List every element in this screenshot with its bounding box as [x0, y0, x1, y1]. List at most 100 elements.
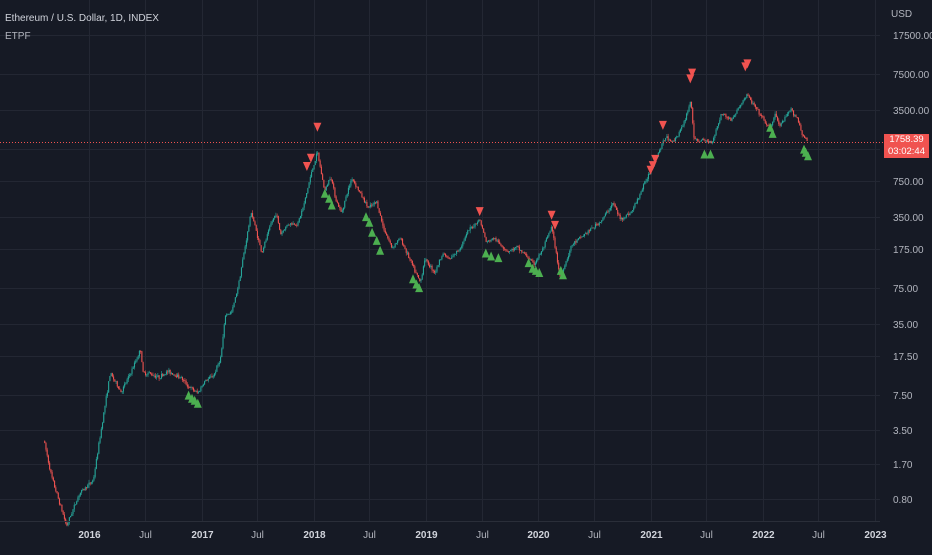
- candle-body: [94, 468, 96, 477]
- candle-body: [95, 458, 97, 469]
- candle-body: [119, 388, 121, 390]
- candle-body: [345, 196, 347, 201]
- candle-body: [184, 380, 186, 381]
- candle-body: [639, 194, 641, 199]
- candle-body: [457, 250, 459, 252]
- candle-body: [218, 362, 220, 365]
- buy-signal-marker: [766, 122, 775, 132]
- candle-body: [533, 261, 535, 266]
- candle-body: [141, 351, 143, 363]
- candle-body: [172, 373, 174, 375]
- candle-body: [181, 377, 183, 381]
- candle-body: [672, 140, 674, 142]
- candle-body: [443, 253, 445, 255]
- candle-body: [617, 209, 619, 215]
- candle-body: [266, 234, 268, 240]
- candle-body: [408, 252, 410, 258]
- candle-body: [511, 248, 513, 251]
- candle-body: [324, 187, 326, 191]
- candle-body: [553, 231, 555, 238]
- candle-body: [143, 371, 145, 373]
- candle-body: [507, 251, 509, 253]
- candle-body: [736, 110, 738, 114]
- buy-signal-marker: [193, 398, 202, 408]
- candle-body: [156, 376, 158, 378]
- candle-body: [124, 383, 126, 387]
- candle-body: [270, 223, 272, 227]
- candle-body: [436, 266, 438, 272]
- candle-body: [602, 217, 604, 221]
- symbol-title[interactable]: Ethereum / U.S. Dollar, 1D, INDEX: [5, 13, 159, 24]
- candle-body: [210, 376, 212, 378]
- candle-body: [556, 252, 559, 263]
- candle-body: [110, 373, 112, 377]
- candle-body: [463, 240, 465, 242]
- candle-body: [473, 226, 475, 228]
- candle-body: [84, 487, 86, 490]
- candle-body: [136, 359, 138, 362]
- candle-body: [194, 390, 196, 392]
- candle-body: [154, 375, 156, 378]
- candle-body: [314, 161, 316, 166]
- candle-body: [647, 173, 649, 179]
- indicator-title[interactable]: ETPF: [5, 31, 31, 42]
- candle-body: [49, 462, 51, 470]
- candle-body: [196, 390, 198, 393]
- candle-body: [101, 422, 104, 429]
- candle-body: [99, 437, 101, 443]
- candle-body: [63, 514, 65, 519]
- candle-body: [129, 375, 131, 377]
- candle-body: [178, 374, 180, 378]
- candle-body: [715, 129, 717, 135]
- candle-body: [71, 514, 73, 516]
- candle-body: [486, 241, 488, 243]
- candle-body: [437, 265, 439, 267]
- candle-body: [674, 137, 677, 142]
- candle-body: [224, 315, 227, 325]
- candle-body: [411, 260, 413, 266]
- candle-body: [773, 117, 775, 123]
- candle-body: [612, 203, 614, 206]
- candle-body: [763, 116, 765, 121]
- candle-body: [591, 227, 593, 229]
- y-tick-label: 3.50: [893, 426, 913, 437]
- candle-body: [242, 259, 244, 268]
- candle-body: [502, 247, 504, 249]
- candle-body: [727, 117, 729, 119]
- candle-body: [774, 113, 776, 118]
- candle-body: [227, 314, 229, 316]
- candle-body: [512, 248, 514, 251]
- candle-body: [56, 491, 58, 494]
- candle-body: [424, 260, 426, 267]
- candle-body: [724, 114, 726, 116]
- candle-body: [481, 225, 484, 229]
- candle-body: [583, 233, 586, 236]
- candle-body: [508, 251, 511, 253]
- candle-body: [524, 253, 527, 255]
- candle-body: [725, 114, 727, 118]
- candle-body: [276, 215, 278, 217]
- candle-body: [234, 297, 236, 303]
- candle-body: [545, 238, 547, 242]
- candle-body: [624, 217, 626, 219]
- sell-signal-marker: [651, 154, 660, 164]
- candle-body: [527, 256, 529, 259]
- candle-body: [417, 275, 420, 279]
- candle-body: [517, 246, 519, 247]
- candle-body: [115, 381, 117, 382]
- candle-body: [501, 245, 503, 248]
- candle-body: [790, 108, 792, 112]
- candle-body: [167, 371, 169, 373]
- candle-body: [741, 103, 743, 105]
- candle-body: [574, 241, 576, 244]
- candle-body: [454, 253, 456, 255]
- candle-body: [608, 210, 610, 212]
- sell-signal-marker: [306, 153, 315, 163]
- grid: [0, 0, 880, 521]
- candle-body: [221, 348, 223, 358]
- candle-body: [170, 373, 172, 374]
- candle-body: [779, 124, 781, 126]
- candle-body: [438, 259, 440, 266]
